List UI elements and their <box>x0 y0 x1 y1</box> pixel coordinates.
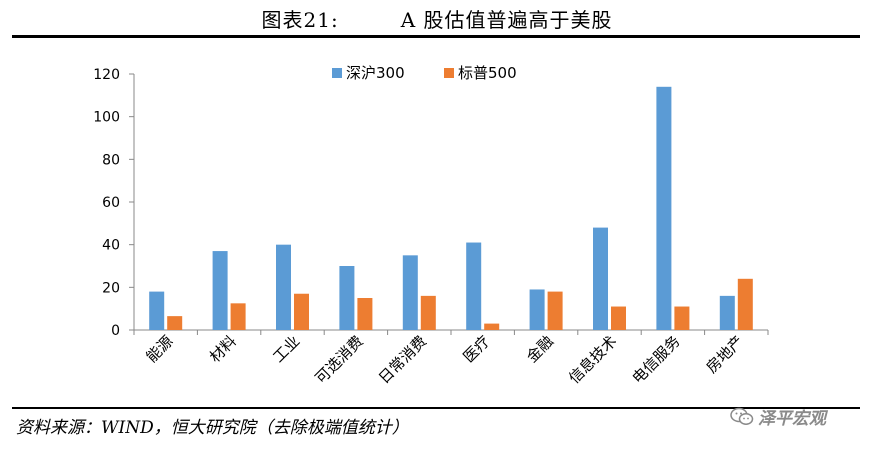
legend-swatch <box>332 68 342 78</box>
source-note: 资料来源：WIND，恒大研究院（去除极端值统计） <box>16 418 409 438</box>
x-category-label: 房地产 <box>703 332 748 377</box>
bar-series-2 <box>484 323 500 330</box>
bottom-rule <box>12 407 860 409</box>
y-tick-label: 100 <box>93 110 120 126</box>
bar-series-2 <box>547 291 563 330</box>
x-category-label: 工业 <box>269 332 303 366</box>
bar-series-2 <box>420 295 436 330</box>
x-category-label: 金融 <box>523 332 557 366</box>
y-tick-label: 60 <box>102 195 120 211</box>
x-category-label: 信息技术 <box>565 332 620 387</box>
x-category-label: 材料 <box>206 332 240 366</box>
y-tick-label: 40 <box>102 238 120 254</box>
bar-series-2 <box>611 306 626 330</box>
legend-label: 深沪300 <box>346 64 405 82</box>
wechat-icon <box>730 407 754 425</box>
bar-series-1 <box>149 291 165 330</box>
bar-series-1 <box>656 86 672 330</box>
watermark: 泽平宏观 <box>730 404 826 429</box>
bar-series-2 <box>357 298 373 330</box>
y-tick-label: 80 <box>102 152 120 168</box>
bar-chart: 0 20 40 60 80 100 120 能源 材料 工业 可选消费 日常消费 医疗 金融 信息技术 电信服… <box>93 64 769 387</box>
bar-series-2 <box>230 303 246 330</box>
x-category-label: 日常消费 <box>375 332 430 387</box>
bar-series-2 <box>294 293 309 330</box>
legend-label: 标普500 <box>458 64 517 82</box>
y-tick-label: 0 <box>111 323 120 339</box>
bar-series-1 <box>402 255 418 330</box>
bar-series-1 <box>529 289 545 330</box>
figure-title: 图表21: A 股估值普遍高于美股 <box>0 4 874 33</box>
y-tick-label: 120 <box>93 67 120 83</box>
x-category-label: 电信服务 <box>629 332 684 387</box>
bar-series-1 <box>719 295 735 330</box>
bar-series-1 <box>593 227 608 330</box>
legend-swatch <box>444 68 454 78</box>
figure-heading: A 股估值普遍高于美股 <box>400 8 613 32</box>
bar-series-2 <box>737 278 753 330</box>
top-rule <box>12 35 860 38</box>
bar-series-2 <box>167 316 183 330</box>
bar-series-1 <box>466 242 482 330</box>
x-category-label: 可选消费 <box>312 332 367 387</box>
figure-number: 图表21: <box>261 8 339 32</box>
bar-series-1 <box>212 251 228 330</box>
x-category-label: 医疗 <box>460 332 494 366</box>
x-category-label: 能源 <box>143 332 177 366</box>
bar-series-1 <box>276 244 291 330</box>
bar-series-1 <box>339 266 355 330</box>
bar-series-2 <box>674 306 690 330</box>
watermark-text: 泽平宏观 <box>758 409 826 429</box>
y-tick-label: 20 <box>102 280 120 296</box>
